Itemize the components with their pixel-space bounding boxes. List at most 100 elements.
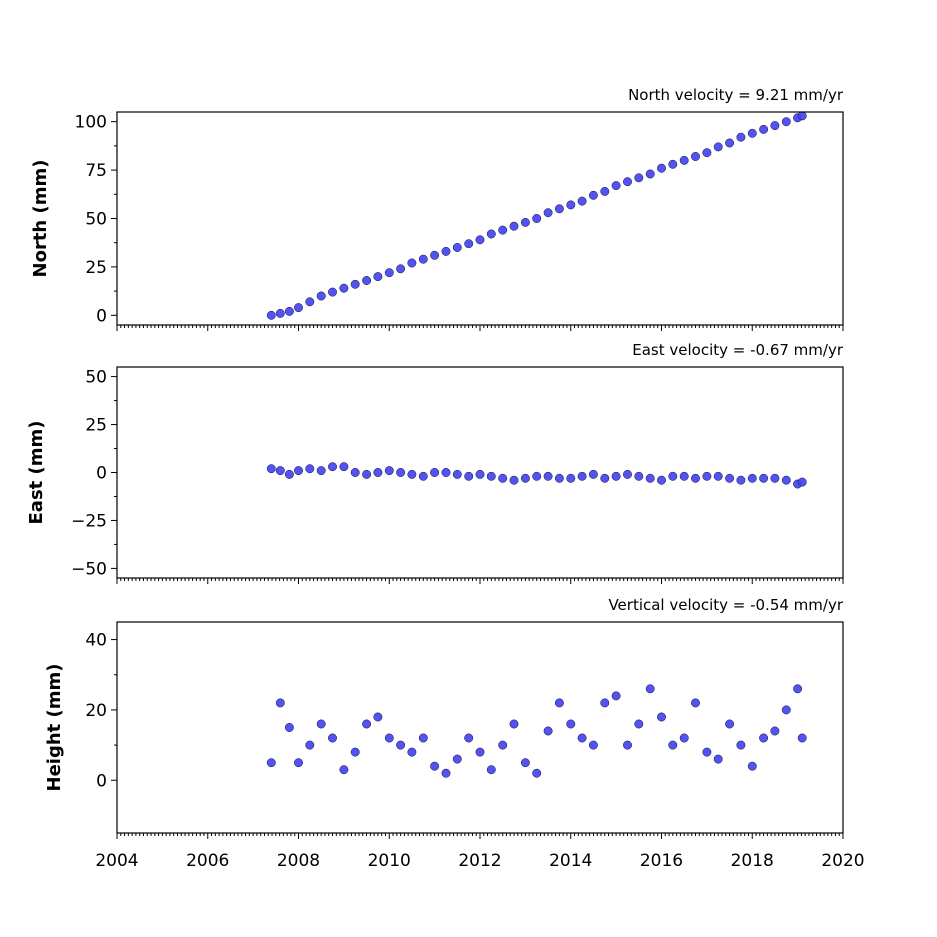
north-data-point xyxy=(600,186,610,196)
east-data-point xyxy=(634,471,644,481)
north-data-point xyxy=(284,306,294,316)
height-data-point xyxy=(509,719,519,729)
height-data-point xyxy=(452,754,462,764)
north-data-point xyxy=(266,310,276,320)
height-data-point xyxy=(543,726,553,736)
north-data-point xyxy=(691,152,700,161)
height-data-point xyxy=(793,684,803,694)
north-data-point xyxy=(498,225,508,235)
north-data-point xyxy=(759,124,769,134)
height-data-point xyxy=(266,758,276,768)
east-data-point xyxy=(532,471,542,481)
x-tick-label: 2008 xyxy=(277,851,320,871)
height-data-point xyxy=(797,733,807,743)
north-data-point xyxy=(747,128,757,138)
height-data-point xyxy=(362,719,372,729)
x-tick-label: 2012 xyxy=(458,851,501,871)
height-data-point xyxy=(566,719,576,729)
height-data-point xyxy=(781,705,791,715)
north-y-tick-label: 75 xyxy=(85,161,107,181)
east-data-point xyxy=(486,471,496,481)
height-data-point xyxy=(316,719,326,729)
east-data-point xyxy=(464,471,474,481)
north-data-point xyxy=(275,308,285,318)
north-data-point xyxy=(623,177,632,187)
east-data-point xyxy=(407,469,417,479)
north-data-point xyxy=(797,111,807,121)
height-data-point xyxy=(305,740,315,750)
height-data-point xyxy=(328,733,337,743)
east-data-point xyxy=(645,473,655,483)
x-tick-label: 2004 xyxy=(95,851,138,871)
north-velocity-title: North velocity = 9.21 mm/yr xyxy=(628,86,844,104)
east-data-point xyxy=(275,466,285,476)
east-data-point xyxy=(328,462,337,472)
east-data-point xyxy=(600,473,610,483)
east-data-point xyxy=(396,468,406,477)
east-velocity-title: East velocity = -0.67 mm/yr xyxy=(632,341,844,359)
north-data-point xyxy=(486,229,496,239)
north-data-point xyxy=(645,169,655,179)
height-data-point xyxy=(396,740,406,750)
east-data-point xyxy=(747,473,757,483)
height-data-point xyxy=(679,733,689,743)
height-data-point xyxy=(736,740,746,750)
height-data-point xyxy=(407,747,417,757)
height-data-point xyxy=(759,733,769,743)
east-data-point xyxy=(657,475,666,485)
height-data-point xyxy=(623,740,632,750)
east-data-point xyxy=(736,475,746,485)
east-data-point xyxy=(362,469,372,479)
north-data-point xyxy=(441,246,451,256)
east-data-point xyxy=(498,473,508,483)
north-data-point xyxy=(509,221,519,231)
north-plot-frame xyxy=(116,111,844,326)
east-data-point xyxy=(294,466,303,476)
north-data-point xyxy=(770,121,780,131)
height-data-point xyxy=(464,733,474,743)
height-data-point xyxy=(691,698,700,708)
height-y-axis-label: Height (mm) xyxy=(44,664,65,792)
north-y-tick-label: 100 xyxy=(75,113,107,133)
north-data-point xyxy=(418,254,428,264)
east-y-tick-label: −50 xyxy=(71,559,107,579)
east-data-point xyxy=(679,471,689,481)
height-data-point xyxy=(498,740,508,750)
east-data-point xyxy=(316,466,326,476)
north-data-point xyxy=(475,235,485,245)
height-data-point xyxy=(577,733,587,743)
east-data-point xyxy=(452,469,462,479)
east-data-point xyxy=(384,466,394,476)
height-data-point xyxy=(725,719,735,729)
x-tick-label: 2010 xyxy=(368,851,411,871)
north-data-point xyxy=(713,142,723,152)
height-data-point xyxy=(350,747,360,757)
height-data-point xyxy=(600,698,610,708)
height-y-tick-label: 0 xyxy=(96,771,107,791)
height-data-point xyxy=(668,740,678,750)
x-tick-label: 2016 xyxy=(640,851,683,871)
east-data-point xyxy=(770,473,780,483)
north-data-point xyxy=(781,117,791,127)
east-data-point xyxy=(691,473,700,483)
east-data-point xyxy=(475,469,485,479)
north-data-point xyxy=(362,276,372,285)
east-data-point xyxy=(725,473,735,483)
height-data-point xyxy=(430,761,440,771)
x-tick-label: 2014 xyxy=(549,851,592,871)
north-data-point xyxy=(339,283,349,293)
east-data-point xyxy=(430,468,440,477)
east-data-point xyxy=(554,473,564,483)
north-data-point xyxy=(532,214,542,223)
height-data-point xyxy=(702,747,712,757)
north-data-point xyxy=(611,181,621,191)
north-data-point xyxy=(384,268,394,278)
height-data-point xyxy=(384,733,394,743)
east-data-point xyxy=(759,473,769,483)
east-panel: East velocity = -0.67 mm/yr East (mm) −5… xyxy=(26,341,844,584)
east-data-point xyxy=(373,468,383,477)
height-data-point xyxy=(418,733,428,743)
north-data-point xyxy=(328,287,337,297)
height-data-point xyxy=(713,754,723,764)
